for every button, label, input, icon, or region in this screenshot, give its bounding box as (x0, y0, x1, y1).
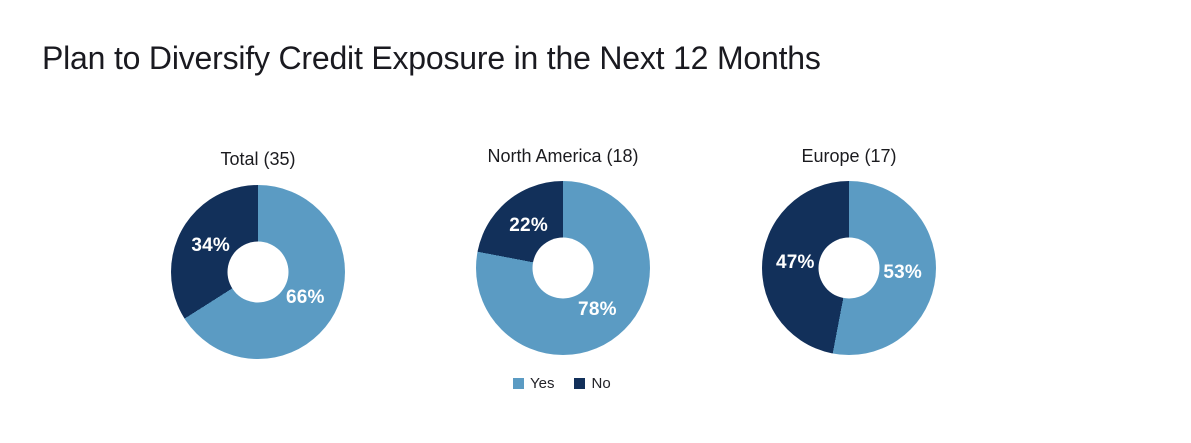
chart-title-europe: Europe (17) (801, 146, 897, 166)
slice-label-yes: 78% (578, 298, 617, 320)
donut-hole (227, 241, 289, 303)
legend-item-yes: Yes (513, 376, 554, 391)
slice-label-no: 22% (509, 215, 548, 237)
page-title: Plan to Diversify Credit Exposure in the… (42, 40, 821, 76)
legend-item-no: No (574, 375, 611, 392)
legend-label-no: No (591, 375, 611, 392)
donut-chart-total: 66% 34% (171, 185, 345, 359)
chart-title-total: Total (35) (220, 149, 296, 169)
legend-swatch-yes-icon (513, 378, 524, 389)
donut-chart-europe: 53% 47% (762, 181, 936, 355)
slice-label-yes: 53% (883, 262, 923, 284)
slice-label-no: 34% (191, 235, 231, 256)
slice-label-yes: 66% (285, 286, 325, 308)
legend-label-yes: Yes (530, 375, 555, 392)
donut-hole (818, 237, 880, 299)
chart-title-north-america: North America (18) (487, 146, 639, 166)
donut-chart-north-america: 78% 22% (476, 181, 650, 355)
slice-label-no: 47% (775, 251, 815, 273)
donut-hole (532, 237, 594, 299)
legend-swatch-no-icon (574, 378, 586, 389)
chart-legend: Yes No (513, 376, 611, 391)
